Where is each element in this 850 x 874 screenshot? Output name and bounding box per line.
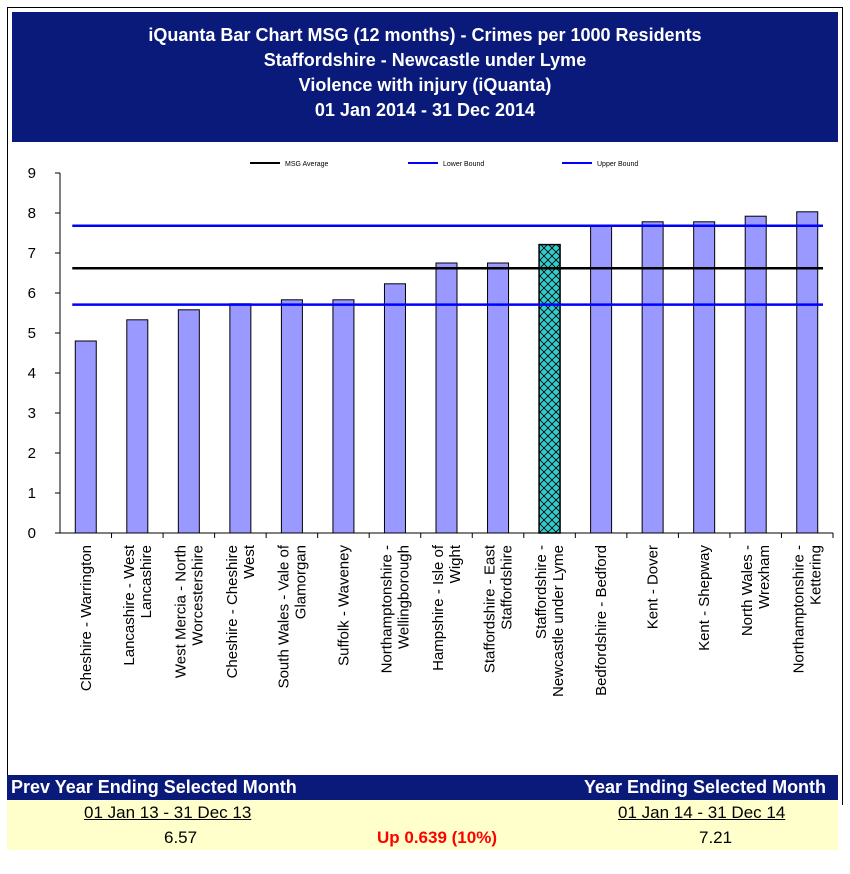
bar-chart: 0 1 2 3 4 5 6 7 8 9 Cheshire - Warrington Lancashir… bbox=[28, 161, 834, 697]
x-tick-label-line: Kent - Shepway bbox=[696, 545, 713, 651]
y-tick-label: 4 bbox=[28, 365, 36, 382]
x-tick-label-line: Staffordshire - East bbox=[482, 544, 499, 673]
bar bbox=[383, 283, 406, 534]
prev-year-header: Prev Year Ending Selected Month bbox=[11, 777, 297, 797]
y-tick-label: 9 bbox=[28, 165, 36, 182]
x-tick-label-line: Bedfordshire - Bedford bbox=[593, 545, 610, 696]
y-tick-label: 2 bbox=[28, 445, 36, 462]
y-tick-label: 7 bbox=[28, 245, 36, 262]
summary-value-row: 6.57 Up 0.639 (10%) 7.21 bbox=[7, 825, 838, 850]
x-tick-label-line: West Mercia - North bbox=[172, 545, 189, 678]
x-tick-label-line: Cheshire - Warrington bbox=[78, 545, 95, 691]
x-tick-label: North Wales - Wrexham bbox=[739, 545, 773, 636]
x-tick-label-line: West bbox=[241, 544, 258, 579]
x-tick-label: Kent - Shepway bbox=[696, 545, 713, 651]
y-tick-label: 8 bbox=[28, 205, 36, 222]
title-line-4: 01 Jan 2014 - 31 Dec 2014 bbox=[314, 100, 536, 120]
curr-period: 01 Jan 14 - 31 Dec 14 bbox=[618, 803, 786, 822]
x-tick-label: Suffolk - Waveney bbox=[335, 545, 352, 666]
bar bbox=[74, 340, 97, 534]
x-tick-label-line: Wight bbox=[447, 544, 464, 583]
bar bbox=[641, 221, 664, 534]
x-tick-label-line: Staffordshire bbox=[499, 545, 516, 630]
x-tick-label-line: North Wales - bbox=[739, 545, 756, 636]
x-tick-label: Lancashire - West Lancashire bbox=[121, 544, 155, 665]
legend-label: MSG Average bbox=[285, 161, 329, 168]
x-tick-label: South Wales - Vale of Glamorgan bbox=[275, 544, 309, 688]
x-tick-label-line: Northamptonshire - bbox=[378, 545, 395, 673]
x-tick-label: West Mercia - North Worcestershire bbox=[172, 545, 206, 678]
y-tick-label: 6 bbox=[28, 285, 36, 302]
bar bbox=[280, 299, 303, 534]
x-tick-label-line: Lancashire - West bbox=[121, 544, 138, 665]
bar bbox=[435, 262, 458, 534]
x-tick-label-line: Lancashire bbox=[138, 545, 155, 618]
y-tick-label: 3 bbox=[28, 405, 36, 422]
title-line-3: Violence with injury (iQuanta) bbox=[298, 75, 552, 95]
chart-title: iQuanta Bar Chart MSG (12 months) - Crim… bbox=[12, 12, 838, 142]
highlighted-bar bbox=[538, 243, 561, 534]
legend-label: Upper Bound bbox=[597, 161, 638, 168]
x-tick-label-line: Cheshire - Cheshire bbox=[224, 545, 241, 678]
prev-value: 6.57 bbox=[164, 828, 198, 847]
title-line-1: iQuanta Bar Chart MSG (12 months) - Crim… bbox=[148, 25, 702, 45]
prev-period: 01 Jan 13 - 31 Dec 13 bbox=[84, 803, 252, 822]
x-tick-label: Northamptonshire - Wellingborough bbox=[378, 545, 412, 673]
x-tick-label-line: Staffordshire - bbox=[533, 545, 550, 639]
x-tick-label-line: Kent - Dover bbox=[645, 545, 662, 629]
x-tick-label: Hampshire - Isle of Wight bbox=[430, 544, 464, 671]
bar bbox=[126, 319, 149, 534]
bar bbox=[693, 221, 716, 534]
x-tick-label-line: Kettering bbox=[808, 545, 825, 605]
x-tick-label-line: Newcastle under Lyme bbox=[550, 545, 567, 697]
bar bbox=[229, 303, 252, 534]
change-value: Up 0.639 (10%) bbox=[377, 828, 497, 847]
x-tick-label: Cheshire - Warrington bbox=[78, 545, 95, 691]
x-tick-label-line: Suffolk - Waveney bbox=[335, 545, 352, 666]
x-tick-label: Bedfordshire - Bedford bbox=[593, 545, 610, 696]
bar bbox=[796, 211, 819, 534]
x-tick-label-line: Wellingborough bbox=[395, 545, 412, 649]
x-tick-label: Northamptonshire - Kettering bbox=[791, 545, 825, 673]
summary-header-row: Prev Year Ending Selected Month Year End… bbox=[7, 775, 838, 800]
x-tick-label-line: Hampshire - Isle of bbox=[430, 544, 447, 671]
y-tick-label: 1 bbox=[28, 485, 36, 502]
x-tick-label-line: South Wales - Vale of bbox=[275, 544, 292, 688]
bar bbox=[177, 309, 200, 534]
bar bbox=[590, 225, 613, 534]
summary-period-row: 01 Jan 13 - 31 Dec 13 01 Jan 14 - 31 Dec… bbox=[7, 800, 838, 825]
x-tick-label: Cheshire - Cheshire West bbox=[224, 544, 258, 678]
y-tick-label: 5 bbox=[28, 325, 36, 342]
x-tick-label-line: Wrexham bbox=[756, 545, 773, 609]
y-tick-label: 0 bbox=[28, 525, 36, 542]
bar bbox=[487, 262, 510, 534]
curr-year-header: Year Ending Selected Month bbox=[584, 777, 827, 797]
x-tick-label-line: Worcestershire bbox=[189, 545, 206, 646]
x-tick-label: Staffordshire - Newcastle under Lyme bbox=[533, 545, 567, 697]
x-tick-label-line: Northamptonshire - bbox=[791, 545, 808, 673]
bar bbox=[744, 215, 767, 534]
x-tick-label: Staffordshire - East Staffordshire bbox=[482, 544, 516, 673]
x-tick-label-line: Glamorgan bbox=[292, 545, 309, 619]
curr-value: 7.21 bbox=[699, 828, 733, 847]
x-tick-label: Kent - Dover bbox=[645, 545, 662, 629]
title-line-2: Staffordshire - Newcastle under Lyme bbox=[263, 50, 587, 70]
bar bbox=[332, 299, 355, 534]
legend-label: Lower Bound bbox=[443, 161, 484, 168]
